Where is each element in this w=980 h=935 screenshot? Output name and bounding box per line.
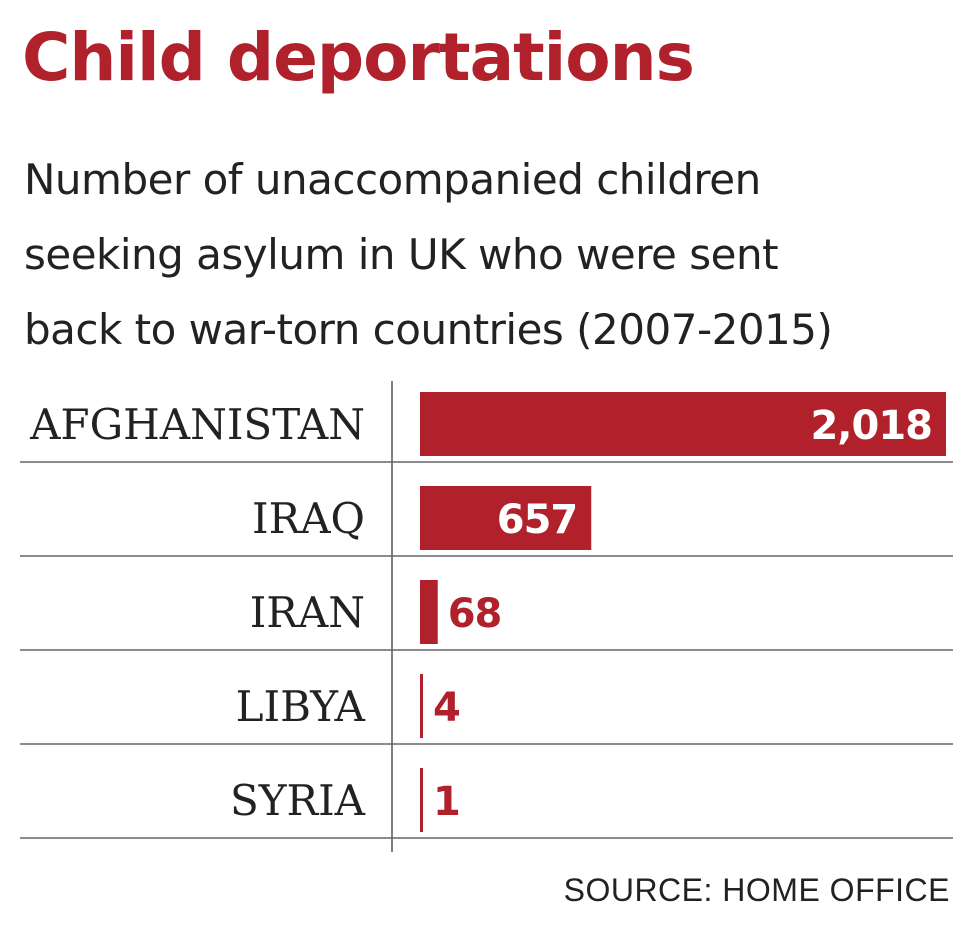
category-label: SYRIA bbox=[230, 776, 366, 825]
chart-title: Child deportations bbox=[22, 19, 695, 96]
subtitle-line: Number of unaccompanied children bbox=[24, 155, 761, 204]
subtitle-line: back to war-torn countries (2007-2015) bbox=[24, 305, 833, 354]
chart-bars-layer: 2,018 657 68 4 1 bbox=[420, 392, 946, 832]
chart-subtitle: Number of unaccompanied children seeking… bbox=[24, 142, 964, 367]
chart-axis-layer: AFGHANISTAN IRAQ IRAN LIBYA SYRIA bbox=[20, 381, 953, 852]
category-label: IRAN bbox=[250, 588, 365, 637]
category-label: AFGHANISTAN bbox=[29, 400, 365, 449]
data-label: 68 bbox=[448, 591, 502, 637]
category-label: LIBYA bbox=[236, 682, 366, 731]
bar bbox=[420, 486, 592, 550]
data-label: 2,018 bbox=[810, 403, 932, 449]
bar bbox=[420, 392, 946, 456]
data-label: 4 bbox=[433, 685, 460, 731]
category-label: IRAQ bbox=[252, 494, 365, 543]
source-note: SOURCE: HOME OFFICE bbox=[563, 872, 950, 908]
bar bbox=[420, 768, 423, 832]
subtitle-line: seeking asylum in UK who were sent bbox=[24, 230, 779, 279]
bar bbox=[420, 674, 423, 738]
data-label: 657 bbox=[497, 497, 578, 543]
data-label: 1 bbox=[433, 779, 460, 825]
bar bbox=[420, 580, 438, 644]
